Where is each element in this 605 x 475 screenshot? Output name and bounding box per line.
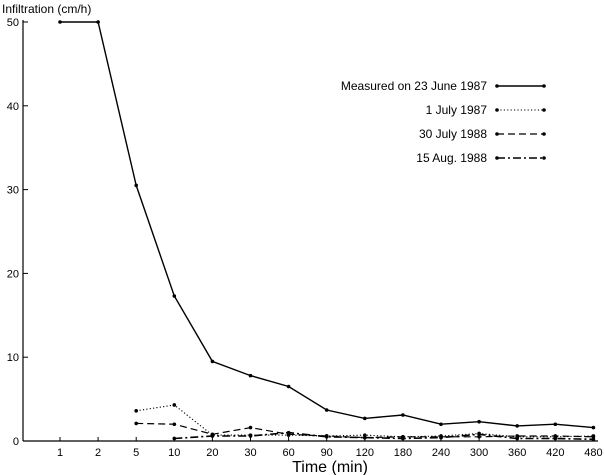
data-point	[172, 403, 177, 407]
data-point	[553, 434, 558, 438]
data-point	[172, 422, 177, 427]
data-point	[248, 434, 253, 438]
legend-marker	[495, 132, 499, 136]
x-tick-label: 480	[584, 447, 602, 459]
data-point	[210, 434, 215, 438]
series-layer	[58, 20, 596, 442]
data-point	[553, 436, 558, 441]
x-tick-label: 30	[244, 447, 256, 459]
legend-label: Measured on 23 June 1987	[341, 79, 487, 93]
legend-marker	[542, 156, 546, 160]
y-tick-label: 10	[7, 352, 19, 364]
data-point	[134, 409, 138, 413]
y-tick-label: 20	[7, 268, 19, 280]
legend-marker	[495, 84, 499, 88]
data-point	[324, 435, 329, 439]
x-tick-label: 60	[282, 447, 294, 459]
series-3	[172, 430, 596, 442]
legend: Measured on 23 June 1987 1 July 1987 30 Ju…	[341, 79, 546, 165]
data-point	[515, 436, 519, 441]
data-point	[439, 422, 443, 427]
legend-marker	[542, 84, 546, 88]
data-point	[591, 425, 596, 430]
y-tick-label: 50	[7, 17, 19, 29]
data-point	[210, 359, 215, 364]
data-point	[477, 435, 481, 439]
data-point	[172, 294, 177, 298]
data-point	[363, 416, 367, 421]
series-1	[134, 403, 596, 439]
series-0	[58, 20, 596, 430]
x-tick-label: 120	[356, 447, 374, 459]
data-point	[363, 433, 367, 437]
data-point	[515, 424, 519, 428]
x-tick-label: 5	[133, 447, 139, 459]
series-line	[60, 21, 594, 429]
x-tick-label: 420	[546, 447, 564, 459]
data-point	[96, 20, 100, 24]
legend-label: 30 July 1988	[419, 127, 487, 141]
data-point	[324, 408, 329, 412]
y-tick-label: 0	[13, 436, 19, 448]
legend-label: 1 July 1987	[426, 103, 488, 117]
data-point	[248, 425, 253, 430]
x-tick-label: 2	[95, 447, 101, 459]
data-point	[363, 435, 367, 440]
x-tick-label: 360	[508, 447, 526, 459]
x-tick-label: 1	[57, 447, 63, 459]
data-point	[591, 437, 596, 442]
series-line	[174, 431, 594, 441]
axes	[22, 20, 598, 442]
y-tick-label: 40	[7, 101, 19, 113]
legend-marker	[495, 156, 499, 160]
y-axis-label: Infiltration (cm/h)	[2, 2, 91, 16]
data-point	[134, 421, 138, 426]
x-tick-label: 20	[206, 447, 218, 459]
x-ticks: 1 2 5 10 20 30 60 90 120 180 240 300 360 420 480	[57, 437, 603, 459]
y-tick-label: 30	[7, 185, 19, 197]
data-point	[134, 183, 138, 188]
data-point	[286, 384, 291, 389]
x-tick-label: 300	[470, 447, 488, 459]
data-point	[58, 20, 62, 24]
data-point	[401, 413, 405, 417]
data-point	[591, 435, 596, 439]
legend-marker	[542, 132, 546, 136]
x-tick-label: 180	[394, 447, 412, 459]
data-point	[439, 435, 443, 440]
data-point	[248, 373, 253, 378]
data-point	[172, 436, 177, 441]
x-tick-label: 90	[321, 447, 333, 459]
legend-label: 15 Aug. 1988	[416, 151, 487, 165]
x-tick-label: 240	[432, 447, 450, 459]
data-point	[515, 434, 519, 438]
legend-marker	[542, 108, 546, 112]
data-point	[477, 419, 481, 424]
x-axis-label: Time (min)	[292, 459, 368, 475]
data-point	[401, 436, 405, 441]
legend-marker	[495, 108, 499, 112]
data-point	[477, 432, 481, 437]
data-point	[553, 422, 558, 427]
x-tick-label: 10	[168, 447, 180, 459]
y-ticks: 0 10 20 30 40 50	[7, 17, 28, 448]
data-point	[286, 430, 291, 435]
